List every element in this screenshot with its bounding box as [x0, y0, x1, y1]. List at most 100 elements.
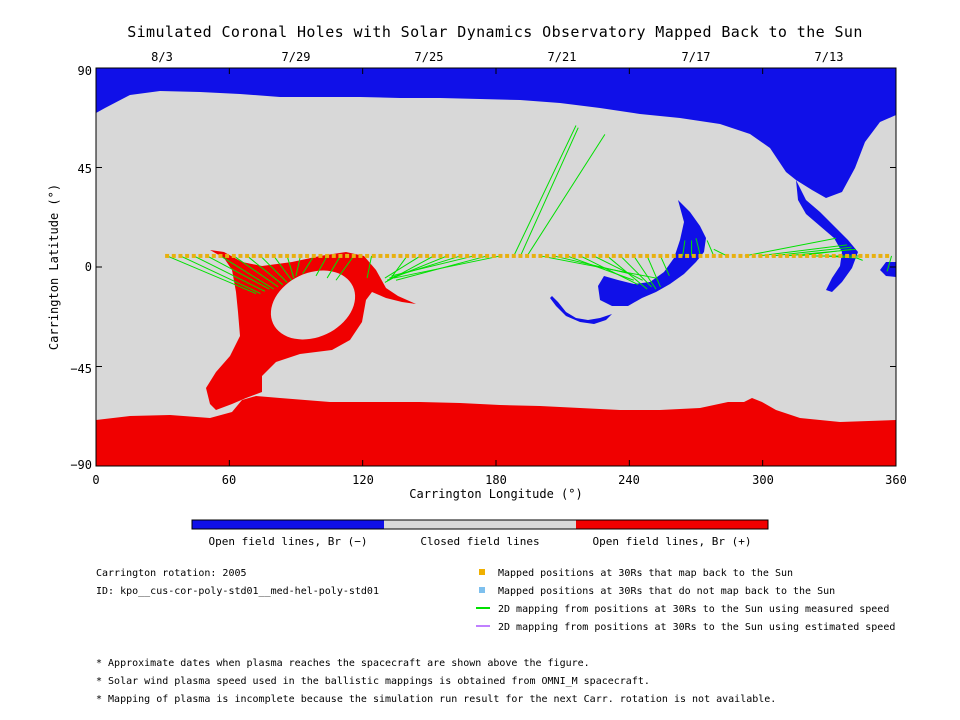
colorbar-closed: [384, 520, 576, 529]
mapped-point-87: [745, 253, 750, 258]
north-hole-extension: [796, 180, 858, 292]
mapped-point-89: [758, 253, 763, 258]
mapping-line-0: [166, 255, 257, 294]
mapped-point-37: [411, 253, 416, 258]
mapped-point-56: [538, 253, 543, 258]
mapping-line-29: [566, 255, 634, 281]
mapped-point-10: [231, 253, 236, 258]
footnotes: * Approximate dates when plasma reaches …: [96, 658, 776, 705]
mapping-line-21: [391, 255, 474, 277]
mapped-point-74: [658, 253, 663, 258]
mapped-point-82: [711, 253, 716, 258]
mapped-point-77: [678, 253, 683, 258]
x-axis-label: Carrington Longitude (°): [409, 487, 582, 501]
mapping-line-32: [606, 255, 648, 290]
mapping-line-41: [706, 240, 715, 257]
mapped-point-45: [465, 253, 470, 258]
legend-label-measured: 2D mapping from positions at 30Rs to the…: [498, 604, 889, 615]
date-label-5: 7/13: [815, 50, 844, 64]
mapped-point-31: [371, 253, 376, 258]
mapping-line-25: [519, 127, 579, 257]
mapped-point-81: [705, 253, 710, 258]
date-label-1: 7/29: [282, 50, 311, 64]
mapped-point-88: [751, 253, 756, 258]
mapped-point-71: [638, 253, 643, 258]
mapped-point-73: [651, 253, 656, 258]
mapping-line-7: [260, 255, 288, 283]
y-tick-label-90: 90: [78, 64, 92, 78]
mapped-point-49: [491, 253, 496, 258]
mapped-point-85: [731, 253, 736, 258]
mapped-point-23: [318, 253, 323, 258]
mapped-point-62: [578, 253, 583, 258]
mapped-point-22: [311, 253, 316, 258]
mapped-point-103: [851, 253, 856, 258]
mapped-point-93: [785, 253, 790, 258]
mapped-point-60: [565, 253, 570, 258]
mapping-line-12: [315, 255, 328, 277]
mapped-point-39: [425, 253, 430, 258]
mapped-point-40: [431, 253, 436, 258]
mapped-point-91: [771, 253, 776, 258]
mapped-point-30: [365, 253, 370, 258]
mapping-line-26: [526, 134, 606, 257]
x-tick-label-360: 360: [885, 473, 907, 487]
mapped-point-26: [338, 253, 343, 258]
mapping-line-1: [180, 255, 261, 294]
mapped-point-20: [298, 253, 303, 258]
mapped-point-53: [518, 253, 523, 258]
mapping-line-14: [335, 255, 355, 281]
mapping-line-13: [326, 255, 341, 279]
mapped-point-50: [498, 253, 503, 258]
mapped-point-47: [478, 253, 483, 258]
x-tick-label-240: 240: [618, 473, 640, 487]
mapped-point-55: [531, 253, 536, 258]
y-tick-label-0: 0: [85, 260, 92, 274]
mapped-point-65: [598, 253, 603, 258]
mapped-point-41: [438, 253, 443, 258]
southern-negative-hole: [598, 200, 706, 306]
mapping-line-35: [646, 255, 661, 288]
footnote-0: * Approximate dates when plasma reaches …: [96, 658, 590, 669]
colorbar: Open field lines, Br (−) Closed field li…: [191, 519, 769, 548]
mapped-point-90: [765, 253, 770, 258]
mapped-point-108: [885, 253, 890, 258]
mapping-line-8: [273, 255, 292, 281]
mapped-point-86: [738, 253, 743, 258]
legend-label-mapped: Mapped positions at 30Rs that map back t…: [498, 568, 793, 579]
date-label-3: 7/21: [548, 50, 577, 64]
mapped-point-7: [211, 253, 216, 258]
colorbar-label-positive: Open field lines, Br (+): [593, 535, 752, 548]
date-label-4: 7/17: [682, 50, 711, 64]
mapping-line-19: [386, 255, 448, 281]
footnote-2: * Mapping of plasma is incomplete becaus…: [96, 694, 776, 705]
mapped-point-100: [831, 253, 836, 258]
mapped-point-29: [358, 253, 363, 258]
mapped-point-34: [391, 253, 396, 258]
mapping-line-3: [206, 255, 270, 290]
mapped-point-97: [811, 253, 816, 258]
x-tick-label-180: 180: [485, 473, 507, 487]
mapped-point-38: [418, 253, 423, 258]
mapped-point-6: [205, 253, 210, 258]
y-tick-labels: 90 45 0 −45 −90: [70, 64, 92, 472]
mapped-point-8: [218, 253, 223, 258]
mapped-point-69: [625, 253, 630, 258]
mapped-point-42: [445, 253, 450, 258]
mapping-line-51: [886, 255, 893, 272]
x-tick-label-0: 0: [92, 473, 99, 487]
legend-marker-mapped: [479, 569, 485, 575]
y-axis-label: Carrington Latitude (°): [47, 184, 61, 350]
mapped-point-15: [265, 253, 270, 258]
mapped-point-102: [845, 253, 850, 258]
mapping-line-31: [593, 255, 643, 281]
mapped-point-66: [605, 253, 610, 258]
mapping-line-20: [389, 255, 461, 279]
closed-island: [270, 270, 356, 340]
mapped-point-76: [671, 253, 676, 258]
mapping-line-6: [246, 255, 283, 286]
mapped-point-63: [585, 253, 590, 258]
mapped-point-14: [258, 253, 263, 258]
mapping-line-36: [659, 255, 670, 277]
mapped-point-35: [398, 253, 403, 258]
